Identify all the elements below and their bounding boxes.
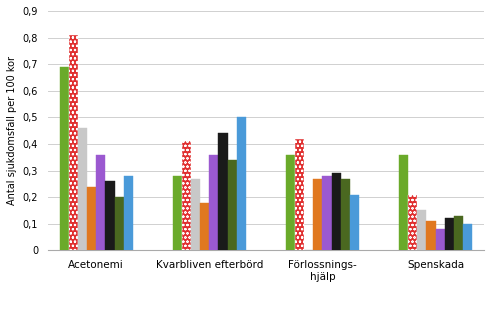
Bar: [445, 218, 454, 250]
Bar: [295, 139, 304, 250]
Bar: [408, 194, 417, 250]
Bar: [78, 128, 87, 250]
Bar: [237, 117, 246, 250]
Bar: [200, 203, 209, 250]
Bar: [228, 160, 237, 250]
Bar: [218, 133, 228, 250]
Bar: [331, 173, 341, 250]
Bar: [417, 210, 426, 250]
Bar: [96, 155, 106, 250]
Bar: [209, 155, 218, 250]
Bar: [463, 224, 472, 250]
Bar: [454, 216, 463, 250]
Y-axis label: Antal sjukdomsfall per 100 kor: Antal sjukdomsfall per 100 kor: [7, 56, 17, 205]
Bar: [114, 197, 124, 250]
Bar: [341, 178, 350, 250]
Bar: [350, 194, 359, 250]
Bar: [191, 178, 200, 250]
Bar: [106, 181, 114, 250]
Bar: [59, 67, 69, 250]
Bar: [87, 187, 96, 250]
Bar: [426, 221, 436, 250]
Bar: [69, 35, 78, 250]
Bar: [173, 176, 182, 250]
Bar: [436, 229, 445, 250]
Bar: [323, 176, 331, 250]
Bar: [286, 155, 295, 250]
Bar: [124, 176, 133, 250]
Bar: [399, 155, 408, 250]
Bar: [182, 141, 191, 250]
Bar: [313, 178, 323, 250]
